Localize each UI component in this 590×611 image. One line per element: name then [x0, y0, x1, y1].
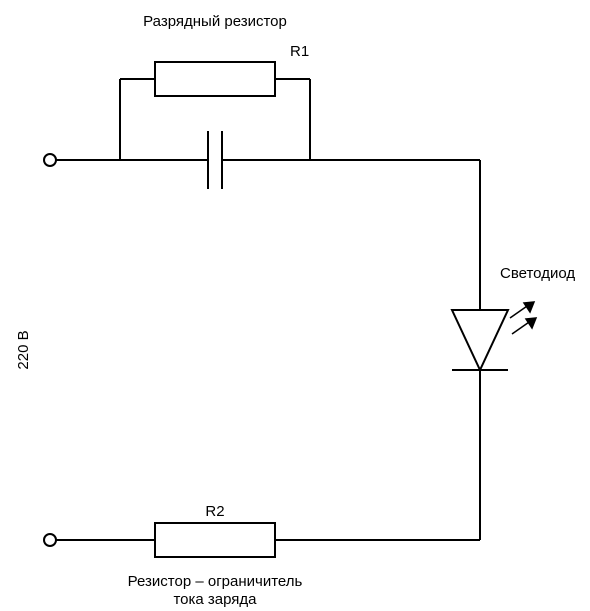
terminal-top — [44, 154, 56, 166]
label-r2: R2 — [205, 503, 224, 520]
label-title-top: Разрядный резистор — [143, 13, 287, 30]
led-arrow-1 — [510, 302, 534, 318]
label-bottom: Резистор – ограничитель — [128, 573, 303, 590]
led-triangle — [452, 310, 508, 370]
label-r1: R1 — [290, 43, 309, 60]
resistor-r2 — [155, 523, 275, 557]
label-led: Светодиод — [500, 265, 575, 282]
label-bottom2: тока заряда — [173, 591, 257, 608]
label-voltage: 220 В — [15, 330, 32, 369]
led-arrow-2 — [512, 318, 536, 334]
resistor-r1 — [155, 62, 275, 96]
terminal-bottom — [44, 534, 56, 546]
